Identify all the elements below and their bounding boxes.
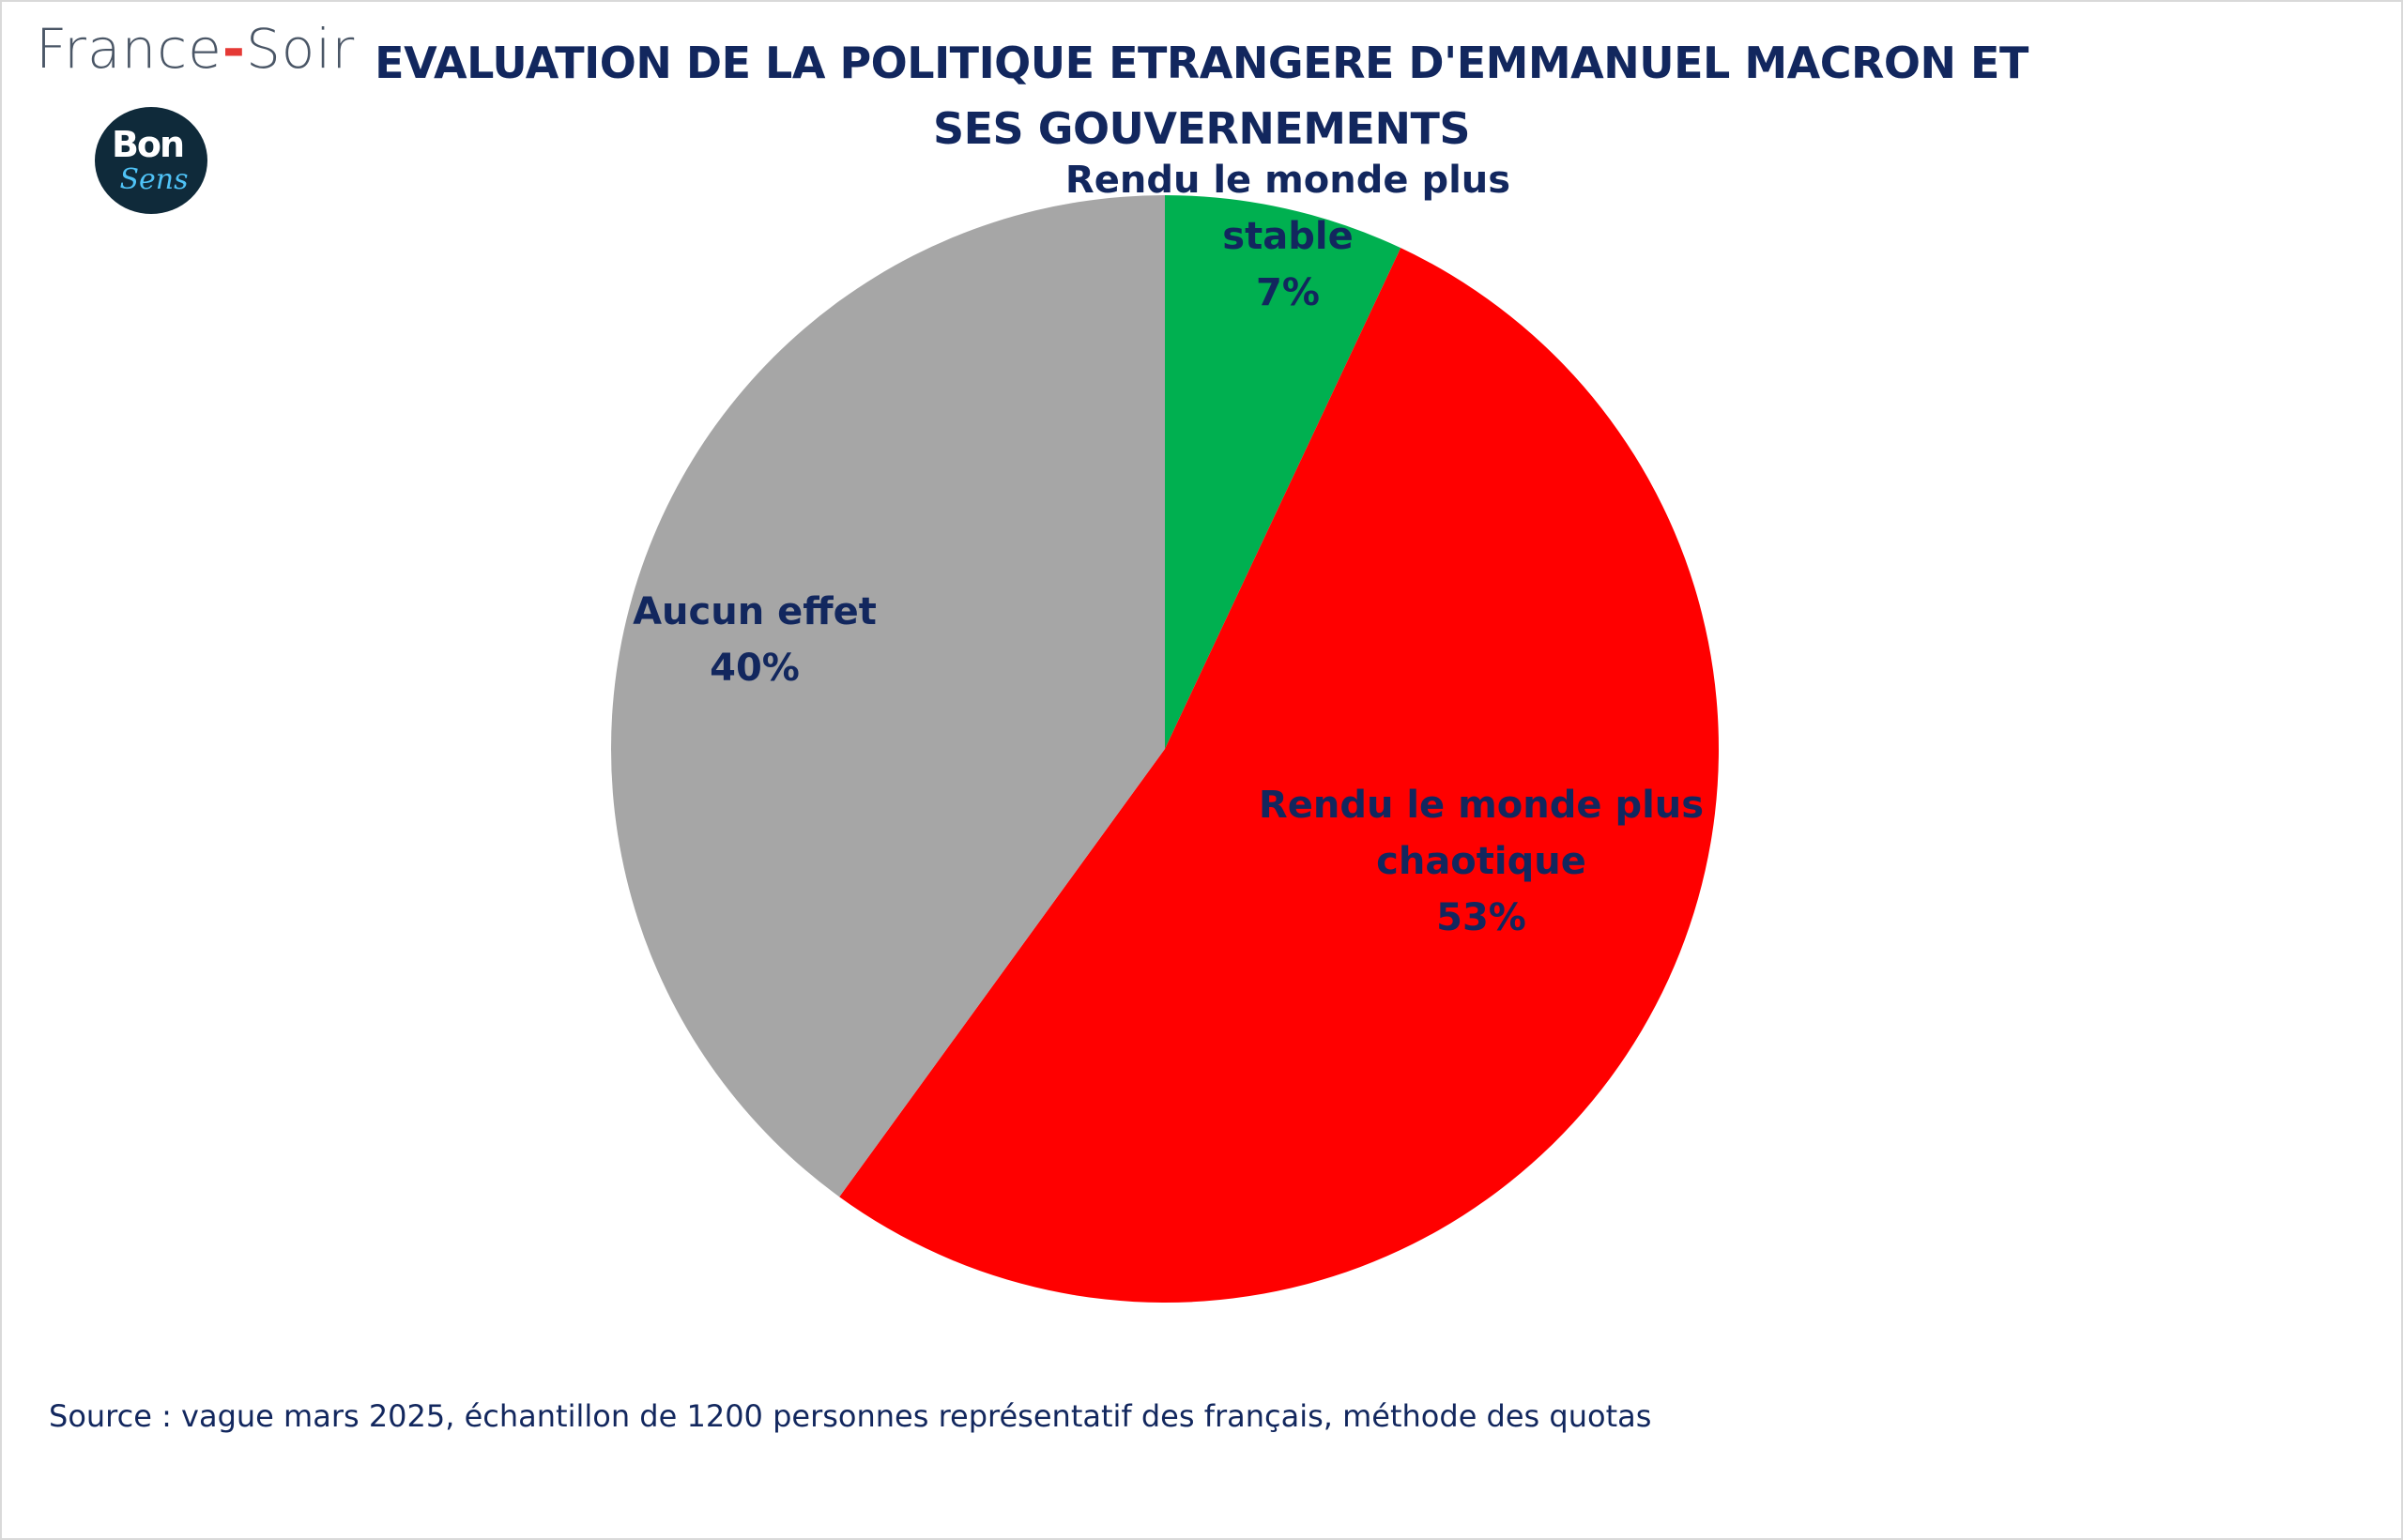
badge-text-bon: Bon	[112, 124, 183, 165]
data-label-value: 7%	[1256, 271, 1320, 314]
data-label-value: 40%	[710, 647, 800, 690]
data-label-category: Rendu le monde plus	[1065, 159, 1510, 202]
chart-title: EVALUATION DE LA POLITIQUE ETRANGERE D'E…	[375, 38, 2028, 154]
pie-slice-aucun-effet	[611, 195, 1165, 1197]
brand-name-right: Soir	[245, 17, 356, 81]
pie-slice-rendu-le-monde-plus-chaotique	[839, 248, 1720, 1303]
pie-slice-rendu-le-monde-plus-stable	[1165, 195, 1401, 749]
pie-slices	[611, 195, 1720, 1303]
brand-name-dash: -	[222, 17, 246, 81]
source-note: Source : vague mars 2025, échantillon de…	[49, 1398, 1652, 1434]
data-label-value: 53%	[1436, 896, 1526, 939]
badge-circle	[95, 107, 207, 214]
data-label-category: Aucun effet	[633, 590, 877, 633]
data-label-category: chaotique	[1376, 840, 1586, 883]
france-soir-logo: France-Soir	[36, 17, 355, 81]
bon-sens-logo: Bon Sens	[95, 107, 207, 214]
brand-name-left: France	[36, 17, 222, 81]
data-label-category: Rendu le monde plus	[1259, 784, 1704, 827]
data-label-category: stable	[1222, 215, 1353, 258]
badge-text-sens: Sens	[119, 163, 188, 196]
pie-labels: Rendu le monde plus stable 7% Rendu le mond…	[633, 159, 1704, 939]
